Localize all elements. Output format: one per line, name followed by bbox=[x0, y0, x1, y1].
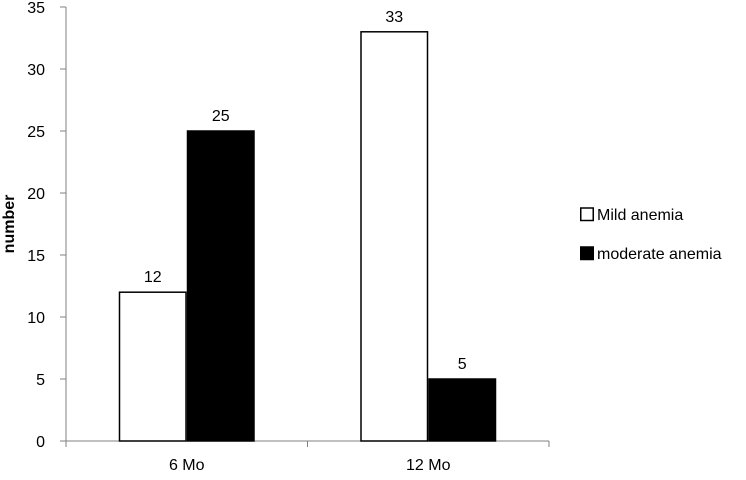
data-label: 33 bbox=[385, 9, 403, 26]
data-label: 12 bbox=[144, 269, 162, 286]
legend: Mild anemia moderate anemia bbox=[580, 207, 722, 263]
legend-label: moderate anemia bbox=[597, 246, 722, 263]
y-tick-label: 10 bbox=[27, 310, 45, 327]
y-tick-label: 35 bbox=[27, 0, 45, 17]
x-category-label: 12 Mo bbox=[406, 457, 451, 474]
bars bbox=[118, 31, 497, 442]
data-labels: 12 25 33 5 bbox=[144, 9, 467, 373]
bar-moderate-anemia bbox=[186, 130, 255, 442]
bar-mild-anemia bbox=[118, 291, 187, 442]
y-tick-label: 25 bbox=[27, 124, 45, 141]
y-axis: 0 5 10 15 20 25 30 35 bbox=[27, 0, 67, 451]
bar-moderate-anemia bbox=[428, 378, 497, 442]
y-tick-label: 30 bbox=[27, 62, 45, 79]
x-category-label: 6 Mo bbox=[169, 457, 205, 474]
data-label: 25 bbox=[212, 108, 230, 125]
data-label: 5 bbox=[458, 356, 467, 373]
y-tick-label: 0 bbox=[36, 434, 45, 451]
bar-mild-anemia bbox=[360, 31, 429, 442]
y-axis-title: number bbox=[1, 195, 18, 254]
y-tick-label: 20 bbox=[27, 186, 45, 203]
legend-label: Mild anemia bbox=[597, 207, 683, 224]
x-axis: 6 Mo 12 Mo bbox=[65, 440, 550, 474]
legend-swatch bbox=[580, 207, 594, 222]
legend-swatch bbox=[580, 246, 594, 261]
y-tick-label: 5 bbox=[36, 372, 45, 389]
y-tick-label: 15 bbox=[27, 248, 45, 265]
